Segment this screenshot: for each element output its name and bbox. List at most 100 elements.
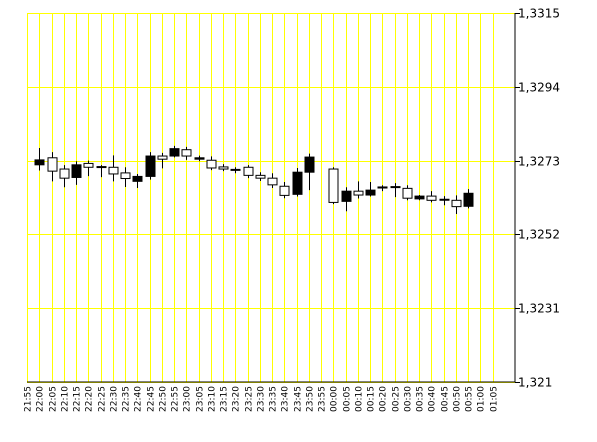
candle xyxy=(353,181,364,199)
candle-body xyxy=(328,168,339,203)
candle-body xyxy=(463,192,474,207)
x-tick-label: 22:40 xyxy=(134,386,144,412)
x-tick-label: 00:55 xyxy=(465,386,475,412)
x-tick-label: 22:50 xyxy=(159,386,169,412)
candle xyxy=(194,155,205,162)
candle xyxy=(426,191,437,203)
candle-body xyxy=(108,166,119,175)
candle-body xyxy=(181,149,192,157)
candle xyxy=(230,167,241,174)
x-tick-label: 22:20 xyxy=(85,386,95,412)
x-tick-label: 22:10 xyxy=(61,386,71,412)
candle-body xyxy=(71,164,82,178)
x-tick-label: 00:00 xyxy=(330,386,340,412)
candle xyxy=(255,172,266,181)
x-tick-label: 23:55 xyxy=(318,386,328,412)
x-tick-label: 23:30 xyxy=(257,386,267,412)
x-tick-label: 00:15 xyxy=(367,386,377,412)
x-tick-label: 22:30 xyxy=(110,386,120,412)
candle-body xyxy=(83,162,94,168)
candle-body xyxy=(96,166,107,169)
x-tick-label: 22:00 xyxy=(36,386,46,412)
x-tick-label: 23:50 xyxy=(306,386,316,412)
candle-body xyxy=(439,198,450,201)
x-tick-label: 01:00 xyxy=(477,386,487,412)
candle-body xyxy=(194,157,205,160)
x-tick-label: 00:05 xyxy=(343,386,353,412)
candle-series xyxy=(34,145,474,215)
candle xyxy=(169,145,180,158)
candle-body xyxy=(243,166,254,176)
candle-body xyxy=(377,186,388,189)
candle xyxy=(108,155,119,182)
candle xyxy=(47,152,58,182)
x-tick-label: 21:55 xyxy=(24,386,34,412)
x-tick-label: 22:45 xyxy=(147,386,157,412)
x-tick-label: 23:05 xyxy=(196,386,206,412)
x-tick-label: 23:20 xyxy=(232,386,242,412)
x-tick-label: 23:25 xyxy=(245,386,255,412)
y-tick-label: 1,3231 xyxy=(518,302,560,316)
candle xyxy=(292,167,303,197)
candle xyxy=(365,182,376,197)
x-tick-label: 23:00 xyxy=(183,386,193,412)
candle-body xyxy=(292,171,303,195)
x-tick-label: 22:15 xyxy=(73,386,83,412)
candle xyxy=(439,196,450,206)
candle xyxy=(218,164,229,172)
x-axis-tick-labels: 21:55 22:00 22:05 22:10 22:15 22:20 22:25 22:30… xyxy=(24,386,500,412)
candle xyxy=(463,189,474,209)
candle-body xyxy=(451,199,462,208)
y-tick-label: 1,3252 xyxy=(518,228,560,242)
x-tick-label: 22:55 xyxy=(171,386,181,412)
candle-body xyxy=(390,186,401,189)
plot-area xyxy=(27,13,515,382)
candle xyxy=(304,153,315,191)
candle-body xyxy=(279,185,290,196)
x-tick-label: 00:45 xyxy=(441,386,451,412)
candle xyxy=(83,160,94,177)
candle-body xyxy=(157,155,168,160)
candle xyxy=(206,156,217,171)
y-tick-label: 1,321 xyxy=(518,376,552,390)
candle-body xyxy=(414,195,425,200)
x-tick-label: 00:50 xyxy=(453,386,463,412)
candle xyxy=(414,195,425,201)
x-tick-label: 00:25 xyxy=(392,386,402,412)
candle xyxy=(181,146,192,160)
x-tick-label: 22:05 xyxy=(49,386,59,412)
y-tick-label: 1,3273 xyxy=(518,155,560,169)
candle xyxy=(157,152,168,169)
candle-body xyxy=(47,157,58,172)
candle xyxy=(145,152,156,180)
x-tick-label: 23:35 xyxy=(269,386,279,412)
y-tick-label: 1,3294 xyxy=(518,81,560,95)
x-tick-label: 00:30 xyxy=(404,386,414,412)
candle-body xyxy=(426,195,437,201)
candle xyxy=(279,182,290,199)
candle xyxy=(132,173,143,189)
x-tick-label: 00:35 xyxy=(416,386,426,412)
candle xyxy=(267,173,278,189)
candle-body xyxy=(230,168,241,171)
candle-body xyxy=(120,172,131,180)
candle-body xyxy=(59,168,70,179)
x-tick-label: 23:45 xyxy=(294,386,304,412)
x-tick-label: 00:40 xyxy=(428,386,438,412)
candle-body xyxy=(402,187,413,199)
candle xyxy=(243,165,254,179)
candle xyxy=(402,185,413,201)
candle xyxy=(59,165,70,188)
candle-body xyxy=(341,190,352,202)
candle xyxy=(71,161,82,185)
candle-body xyxy=(206,159,217,169)
vertical-gridlines xyxy=(27,13,494,382)
x-tick-label: 22:35 xyxy=(122,386,132,412)
candle-body xyxy=(169,148,180,157)
candle xyxy=(34,147,45,171)
x-tick-label: 23:15 xyxy=(220,386,230,412)
candle xyxy=(96,165,107,178)
candle xyxy=(120,167,131,187)
